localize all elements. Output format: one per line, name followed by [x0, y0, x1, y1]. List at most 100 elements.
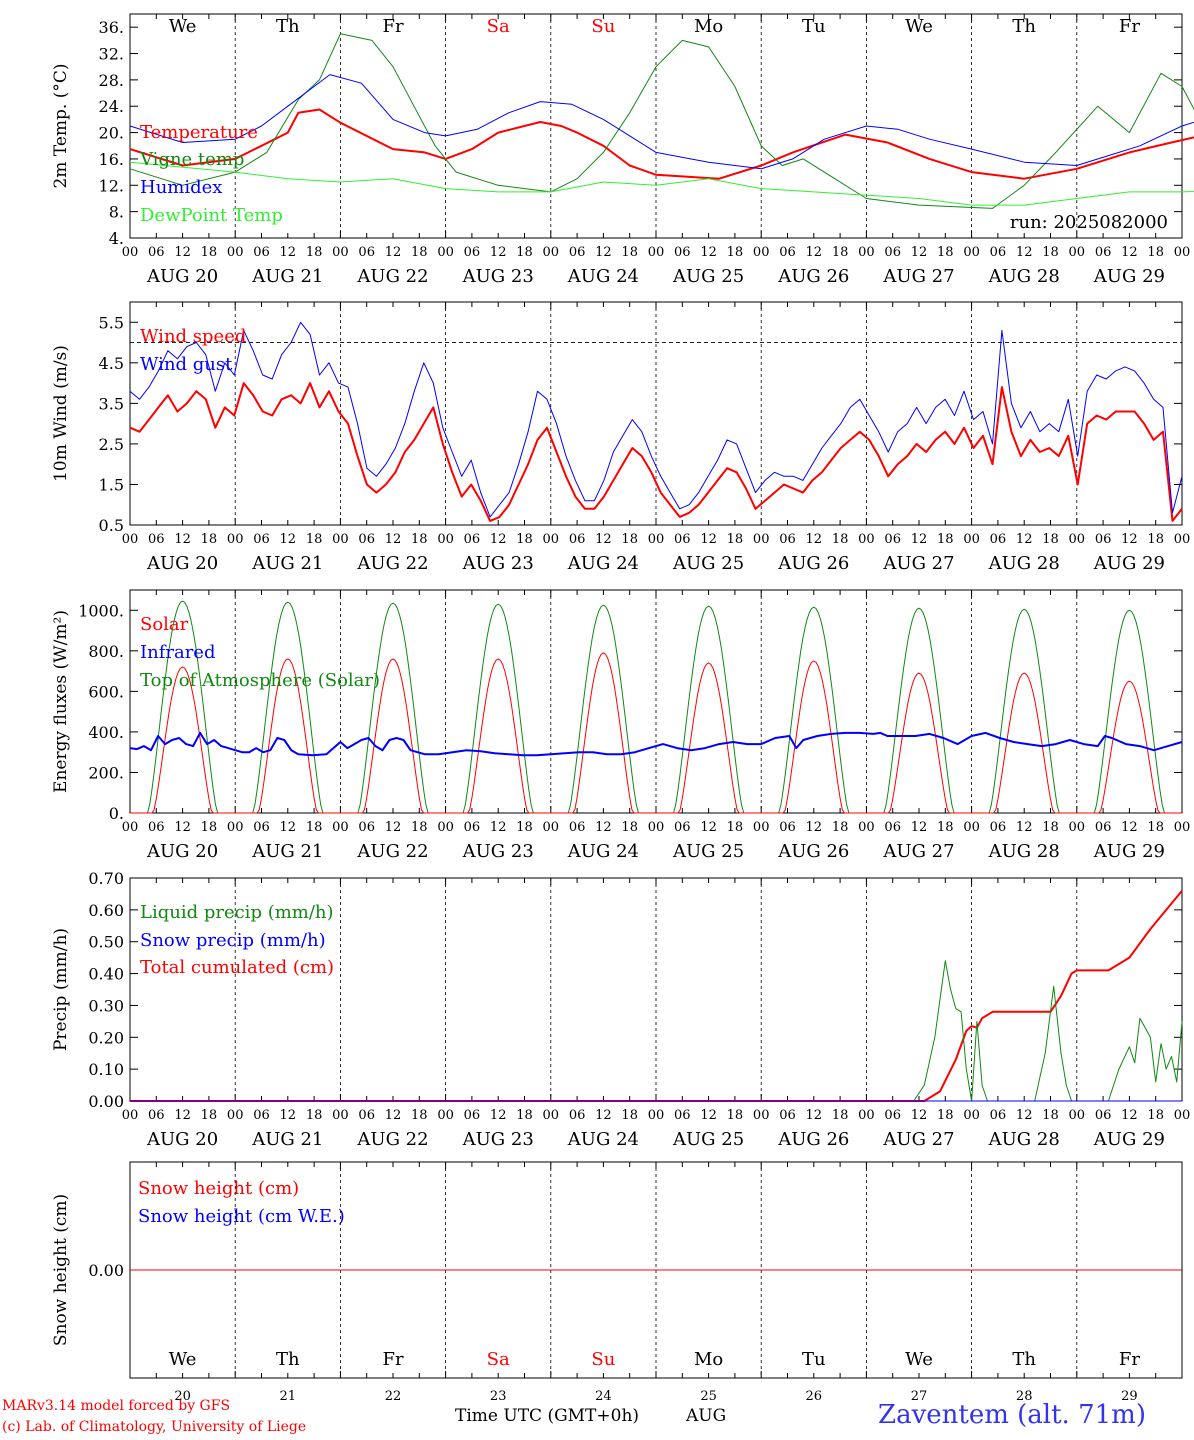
y-tick-label: 12. [99, 176, 124, 195]
hour-label: 18 [411, 1108, 428, 1123]
legend-entry: Liquid precip (mm/h) [140, 902, 334, 923]
hour-label: 12 [700, 1108, 717, 1123]
hour-label: 00 [122, 820, 139, 835]
day-name: Fr [1119, 16, 1140, 37]
hour-label: 06 [779, 1108, 796, 1123]
date-label: AUG 23 [462, 553, 534, 574]
panel-frame [129, 13, 1183, 239]
hour-label: 00 [227, 820, 244, 835]
day-number: 22 [385, 1389, 402, 1404]
hour-label: 12 [174, 245, 191, 260]
hour-label: 18 [727, 532, 744, 547]
hour-label: 12 [700, 245, 717, 260]
hour-label: 12 [1016, 245, 1033, 260]
series-line [129, 731, 1183, 757]
legend-entry: Snow height (cm) [138, 1178, 299, 1199]
date-label: AUG 24 [567, 266, 639, 287]
date-label: AUG 28 [988, 1129, 1060, 1150]
hour-label: 06 [464, 532, 481, 547]
legend-entry: Snow precip (mm/h) [140, 930, 326, 951]
hour-label: 12 [911, 245, 928, 260]
hour-label: 18 [201, 1108, 218, 1123]
y-tick-label: 4. [109, 229, 124, 248]
legend-entry: Total cumulated (cm) [140, 957, 334, 978]
date-label: AUG 22 [356, 1129, 428, 1150]
hour-label: 00 [963, 820, 980, 835]
day-name: Sa [487, 16, 510, 37]
date-label: AUG 27 [882, 553, 954, 574]
month-label: AUG [686, 1406, 727, 1426]
y-tick-label: 0.40 [88, 965, 124, 984]
hour-label: 18 [516, 532, 533, 547]
y-tick-label: 20. [99, 124, 124, 143]
date-label: AUG 29 [1093, 1129, 1165, 1150]
hour-label: 06 [990, 1108, 1007, 1123]
y-tick-label: 24. [99, 97, 124, 116]
hour-label: 00 [648, 820, 665, 835]
day-name: We [169, 16, 197, 37]
legend-entry: Top of Atmosphere (Solar) [140, 670, 380, 691]
hour-label: 06 [1095, 532, 1112, 547]
hour-label: 06 [569, 820, 586, 835]
hour-label: 18 [621, 245, 638, 260]
hour-label: 00 [858, 532, 875, 547]
hour-label: 06 [253, 1108, 270, 1123]
hour-label: 06 [358, 532, 375, 547]
hour-label: 12 [806, 1108, 823, 1123]
y-axis-title: 10m Wind (m/s) [51, 345, 71, 482]
hour-label: 12 [385, 1108, 402, 1123]
hour-label: 00 [1174, 820, 1191, 835]
series-line [130, 890, 1183, 1102]
date-label: AUG 28 [988, 553, 1060, 574]
hour-label: 18 [1042, 245, 1059, 260]
date-label: AUG 21 [251, 841, 323, 862]
y-tick-label: 32. [99, 45, 124, 64]
hour-label: 18 [1147, 820, 1164, 835]
hour-label: 12 [280, 820, 297, 835]
hour-label: 00 [437, 1108, 454, 1123]
hour-label: 06 [674, 245, 691, 260]
hour-label: 12 [280, 532, 297, 547]
y-tick-label: 0. [109, 804, 124, 823]
hour-label: 06 [569, 245, 586, 260]
hour-label: 00 [543, 532, 560, 547]
hour-label: 00 [753, 820, 770, 835]
date-label: AUG 25 [672, 266, 744, 287]
hour-label: 18 [516, 820, 533, 835]
hour-label: 18 [937, 532, 954, 547]
series-line [129, 33, 1194, 209]
hour-label: 06 [148, 1108, 165, 1123]
y-tick-label: 0.00 [88, 1261, 124, 1280]
date-label: AUG 27 [882, 1129, 954, 1150]
hour-label: 18 [621, 1108, 638, 1123]
hour-label: 12 [1121, 245, 1138, 260]
date-label: AUG 22 [356, 841, 428, 862]
hour-label: 00 [543, 1108, 560, 1123]
hour-label: 18 [1042, 532, 1059, 547]
date-label: AUG 28 [988, 841, 1060, 862]
hour-label: 12 [1016, 820, 1033, 835]
date-label: AUG 25 [672, 1129, 744, 1150]
y-tick-label: 0.70 [88, 869, 124, 888]
y-tick-label: 0.5 [99, 516, 124, 535]
time-axis-label: Time UTC (GMT+0h) [455, 1406, 640, 1426]
date-label: AUG 25 [672, 841, 744, 862]
hour-label: 00 [437, 532, 454, 547]
legend-entry: Humidex [140, 177, 222, 198]
hour-label: 18 [306, 820, 323, 835]
hour-label: 12 [490, 1108, 507, 1123]
hour-label: 00 [963, 1108, 980, 1123]
hour-label: 18 [727, 820, 744, 835]
date-label: AUG 27 [882, 841, 954, 862]
hour-label: 00 [122, 245, 139, 260]
hour-label: 18 [306, 532, 323, 547]
y-tick-label: 0.30 [88, 996, 124, 1015]
day-name: Sa [487, 1349, 510, 1370]
date-label: AUG 23 [462, 841, 534, 862]
hour-label: 12 [1016, 532, 1033, 547]
day-name: We [905, 16, 933, 37]
hour-label: 06 [779, 245, 796, 260]
hour-label: 18 [621, 532, 638, 547]
hour-label: 00 [963, 532, 980, 547]
